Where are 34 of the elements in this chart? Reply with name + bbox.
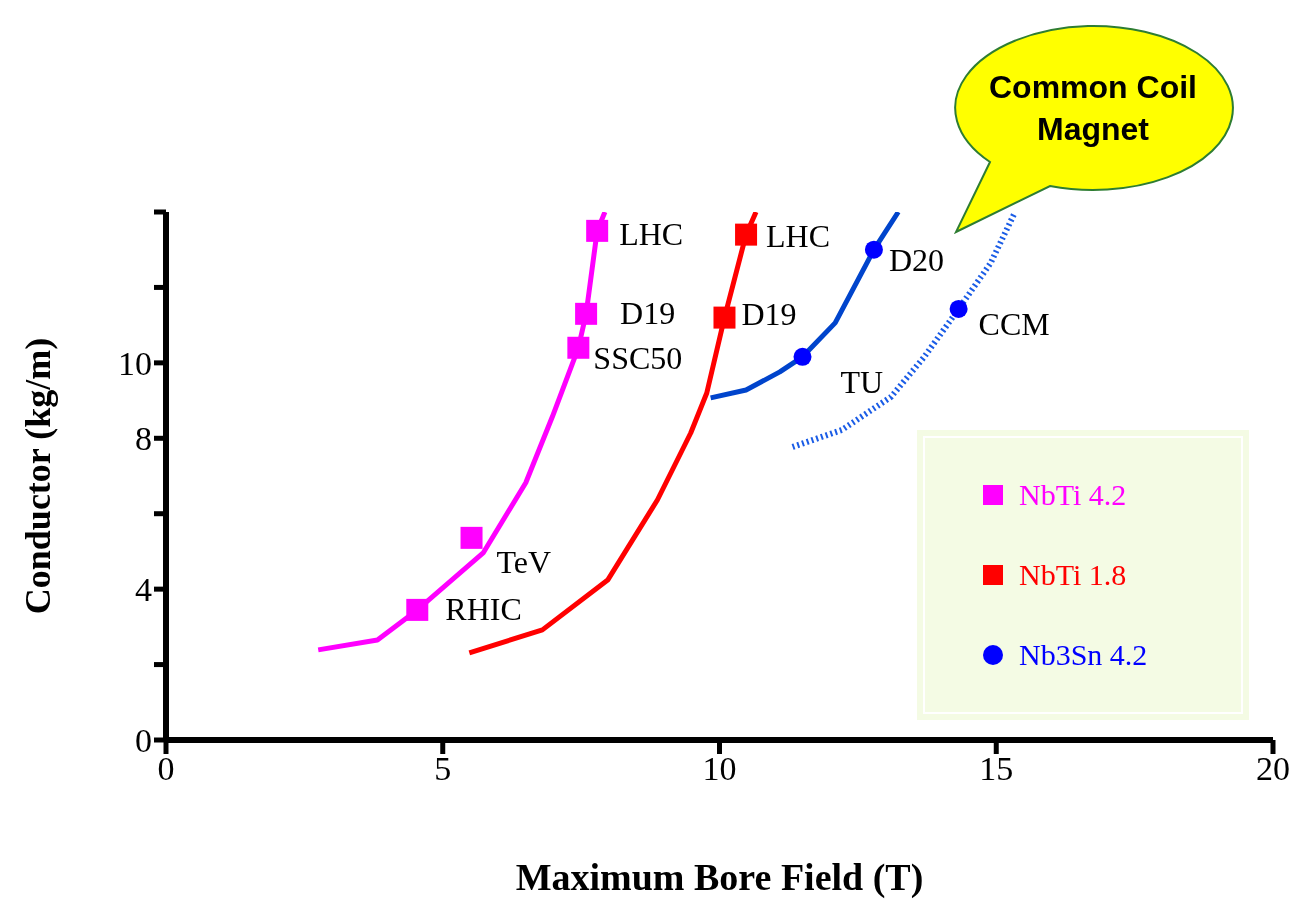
point (949, 299, 968, 318)
y-axis-title: Conductor (kg/m) (18, 337, 58, 615)
point (864, 240, 883, 259)
x-tick-label: 5 (434, 750, 452, 788)
text: Common Coil Magnet (988, 68, 1198, 149)
point (735, 223, 758, 246)
annotation: TU (840, 363, 884, 400)
annotation: TeV (496, 543, 552, 580)
x-tick-label: 20 (1256, 750, 1290, 788)
x-tick-label: 15 (979, 750, 1014, 788)
x-tick-label: 10 (702, 750, 737, 788)
annotation: LHC (619, 215, 684, 252)
point (793, 347, 812, 366)
point (575, 302, 598, 325)
legend-label: NbTi 1.8 (1019, 558, 1127, 592)
x-axis-title: Maximum Bore Field (T) (515, 856, 924, 899)
annotation: D19 (741, 295, 797, 332)
y-tick-label: 8 (135, 420, 152, 458)
y-tick-label: 4 (135, 571, 152, 609)
y-tick-label: 10 (118, 344, 152, 382)
point (567, 336, 590, 359)
annotation: CCM (978, 305, 1050, 342)
annotation: RHIC (445, 590, 522, 627)
point (713, 306, 736, 329)
y-tick-label: 0 (135, 722, 152, 760)
annotation: LHC (766, 217, 831, 254)
annotation: D20 (888, 241, 945, 278)
legend-label: Nb3Sn 4.2 (1019, 638, 1148, 672)
point (460, 526, 483, 549)
point (586, 219, 609, 242)
legend-label: NbTi 4.2 (1019, 478, 1127, 512)
point (406, 598, 429, 621)
annotation: SSC50 (593, 339, 683, 376)
annotation: D19 (620, 294, 676, 331)
